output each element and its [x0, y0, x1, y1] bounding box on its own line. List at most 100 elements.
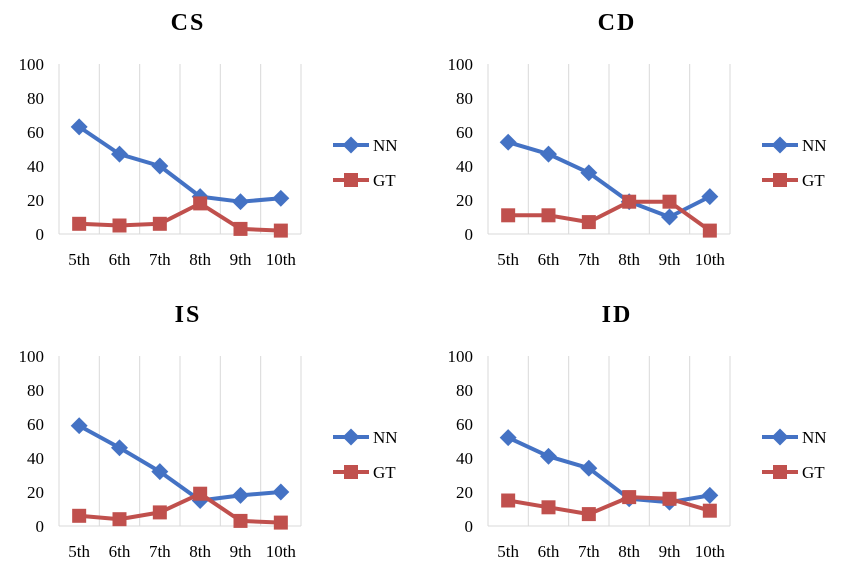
- data-point-gt: [112, 512, 127, 527]
- data-point-gt: [233, 513, 248, 528]
- y-tick-label: 40: [27, 157, 44, 176]
- data-point-gt: [273, 515, 288, 530]
- x-tick-label: 9th: [659, 542, 681, 561]
- series-line-nn: [507, 140, 711, 219]
- legend-label-gt: GT: [373, 463, 396, 482]
- legend-marker-gt: [344, 173, 358, 187]
- x-tick-label: 5th: [497, 542, 519, 561]
- x-tick-label: 8th: [618, 250, 640, 269]
- x-tick-label: 7th: [578, 542, 600, 561]
- x-tick-label: 10th: [266, 250, 297, 269]
- y-tick-label: 80: [456, 381, 473, 400]
- x-tick-label: 6th: [538, 542, 560, 561]
- legend-label-gt: GT: [802, 171, 825, 190]
- y-tick-label: 100: [448, 347, 474, 366]
- x-tick-label: 6th: [538, 250, 560, 269]
- data-point-nn: [272, 483, 290, 501]
- legend-marker-gt: [773, 173, 787, 187]
- x-tick-label: 8th: [189, 250, 211, 269]
- y-tick-label: 20: [456, 191, 473, 210]
- x-tick-label: 8th: [618, 542, 640, 561]
- data-point-gt: [541, 500, 556, 515]
- data-point-gt: [702, 503, 717, 518]
- chart-panel-cs: CS 0 20 40 60 80 100 5th 6th 7th 8th 9th 10th NN GT: [0, 0, 421, 282]
- y-tick-label: 80: [27, 89, 44, 108]
- x-tick-label: 7th: [149, 542, 171, 561]
- chart-panel-id: ID 0 20 40 60 80 100 5th 6th 7th 8th 9th 10th NN GT: [429, 292, 842, 574]
- legend-marker-gt: [344, 465, 358, 479]
- data-point-gt: [541, 208, 556, 223]
- chart-cd: CD 0 20 40 60 80 100 5th 6th 7th 8th 9th 10th NN GT: [448, 10, 827, 269]
- data-point-nn: [661, 208, 678, 226]
- y-tick-label: 20: [456, 483, 473, 502]
- y-tick-label: 20: [27, 483, 44, 502]
- data-point-nn: [701, 188, 719, 206]
- data-point-gt: [662, 194, 677, 209]
- x-tick-label: 5th: [68, 542, 90, 561]
- data-point-nn: [580, 459, 598, 477]
- legend-label-gt: GT: [373, 171, 396, 190]
- legend-marker-gt: [773, 465, 787, 479]
- chart-cs: CS 0 20 40 60 80 100 5th 6th 7th 8th 9th 10th NN GT: [19, 10, 398, 269]
- data-point-nn: [111, 439, 128, 457]
- legend-marker-nn: [771, 428, 789, 446]
- x-tick-label: 5th: [497, 250, 519, 269]
- x-tick-label: 6th: [109, 250, 131, 269]
- data-point-gt: [662, 491, 677, 506]
- y-tick-label: 100: [19, 347, 45, 366]
- data-point-gt: [233, 221, 248, 236]
- legend-marker-nn: [342, 428, 360, 446]
- data-point-gt: [501, 493, 516, 508]
- data-point-gt: [72, 216, 87, 231]
- data-point-gt: [702, 223, 717, 238]
- y-tick-label: 80: [27, 381, 44, 400]
- y-tick-label: 0: [36, 517, 45, 536]
- y-tick-label: 40: [456, 157, 473, 176]
- x-tick-label: 7th: [578, 250, 600, 269]
- y-tick-label: 0: [465, 517, 474, 536]
- y-tick-label: 100: [19, 55, 45, 74]
- data-point-gt: [581, 507, 596, 522]
- data-point-gt: [622, 194, 637, 209]
- y-tick-label: 40: [456, 449, 473, 468]
- y-tick-label: 20: [27, 191, 44, 210]
- chart-title: CS: [171, 10, 206, 36]
- y-tick-label: 60: [27, 415, 44, 434]
- x-tick-label: 8th: [189, 542, 211, 561]
- legend-marker-nn: [771, 136, 789, 154]
- x-tick-label: 6th: [109, 542, 131, 561]
- y-tick-label: 60: [27, 123, 44, 142]
- data-point-gt: [152, 216, 167, 231]
- data-point-nn: [499, 133, 517, 151]
- y-tick-label: 40: [27, 449, 44, 468]
- legend-label-nn: NN: [802, 136, 827, 155]
- x-tick-label: 9th: [230, 542, 252, 561]
- data-point-nn: [540, 145, 557, 163]
- chart-title: CD: [598, 10, 637, 36]
- chart-title: IS: [175, 302, 202, 328]
- data-point-nn: [701, 486, 719, 504]
- y-tick-label: 60: [456, 123, 473, 142]
- legend-label-nn: NN: [802, 428, 827, 447]
- y-tick-label: 0: [36, 225, 45, 244]
- chart-id: ID 0 20 40 60 80 100 5th 6th 7th 8th 9th 10th NN GT: [448, 302, 827, 561]
- legend-label-gt: GT: [802, 463, 825, 482]
- chart-is: IS 0 20 40 60 80 100 5th 6th 7th 8th 9th 10th NN GT: [19, 302, 398, 561]
- x-tick-label: 10th: [266, 542, 297, 561]
- x-tick-label: 7th: [149, 250, 171, 269]
- data-point-nn: [151, 157, 169, 175]
- data-point-gt: [112, 218, 127, 233]
- data-point-gt: [193, 196, 208, 211]
- data-point-gt: [622, 490, 637, 505]
- chart-panel-cd: CD 0 20 40 60 80 100 5th 6th 7th 8th 9th 10th NN GT: [429, 0, 842, 282]
- x-tick-label: 5th: [68, 250, 90, 269]
- y-tick-label: 80: [456, 89, 473, 108]
- x-tick-label: 10th: [695, 542, 726, 561]
- x-tick-label: 9th: [659, 250, 681, 269]
- x-tick-label: 9th: [230, 250, 252, 269]
- chart-title: ID: [602, 302, 633, 328]
- data-point-nn: [272, 189, 290, 207]
- x-tick-label: 10th: [695, 250, 726, 269]
- y-tick-label: 0: [465, 225, 474, 244]
- data-point-gt: [72, 508, 87, 523]
